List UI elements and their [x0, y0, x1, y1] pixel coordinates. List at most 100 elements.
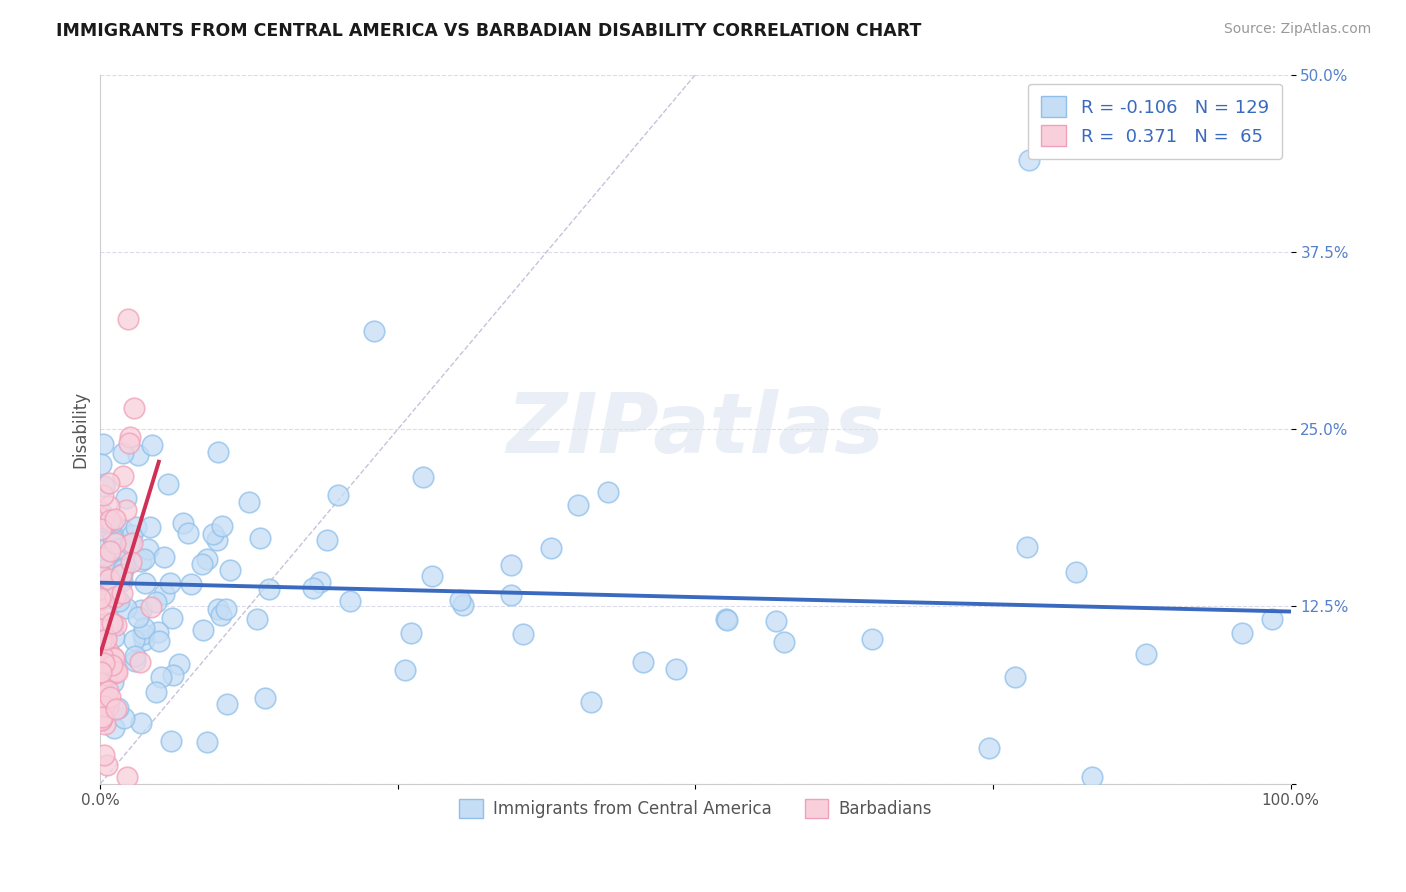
Point: [94, 716, 117, 731]
Point: [91, 642, 114, 657]
Point: [665, 662, 688, 676]
Point: [207, 444, 229, 458]
Point: [308, 574, 330, 589]
Point: [129, 554, 152, 568]
Point: [134, 621, 156, 635]
Point: [215, 602, 238, 616]
Point: [977, 740, 1000, 755]
Point: [98, 572, 121, 586]
Point: [98, 645, 121, 659]
Point: [101, 616, 124, 631]
Point: [100, 516, 122, 531]
Point: [121, 527, 143, 541]
Point: [159, 576, 181, 591]
Point: [254, 690, 277, 705]
Point: [132, 626, 155, 640]
Point: [118, 436, 141, 450]
Point: [169, 657, 191, 671]
Point: [501, 588, 523, 602]
Point: [1017, 540, 1039, 554]
Point: [716, 613, 738, 627]
Point: [567, 498, 589, 512]
Point: [111, 574, 134, 588]
Point: [339, 593, 361, 607]
Point: [115, 491, 138, 505]
Point: [114, 502, 136, 516]
Point: [202, 526, 225, 541]
Text: IMMIGRANTS FROM CENTRAL AMERICA VS BARBADIAN DISABILITY CORRELATION CHART: IMMIGRANTS FROM CENTRAL AMERICA VS BARBA…: [56, 22, 921, 40]
Point: [111, 566, 134, 581]
Point: [90, 593, 112, 607]
Point: [860, 632, 883, 646]
Point: [118, 537, 141, 551]
Point: [96, 554, 118, 568]
Point: [93, 479, 115, 493]
Legend: Immigrants from Central America, Barbadians: Immigrants from Central America, Barbadi…: [453, 792, 938, 825]
Point: [246, 611, 269, 625]
Point: [129, 656, 152, 670]
Point: [101, 532, 124, 546]
Point: [162, 667, 184, 681]
Point: [96, 632, 118, 646]
Point: [1004, 670, 1026, 684]
Point: [124, 648, 146, 663]
Point: [249, 531, 271, 545]
Point: [104, 512, 127, 526]
Point: [117, 311, 139, 326]
Point: [111, 586, 134, 600]
Point: [98, 584, 121, 599]
Point: [139, 520, 162, 534]
Point: [145, 685, 167, 699]
Point: [91, 510, 114, 524]
Point: [93, 698, 115, 713]
Point: [94, 578, 117, 592]
Point: [91, 436, 114, 450]
Point: [111, 522, 134, 536]
Point: [145, 595, 167, 609]
Point: [136, 541, 159, 556]
Point: [105, 594, 128, 608]
Point: [1064, 565, 1087, 579]
Point: [146, 624, 169, 639]
Point: [714, 611, 737, 625]
Point: [91, 695, 114, 709]
Point: [97, 615, 120, 629]
Point: [96, 757, 118, 772]
Point: [93, 747, 115, 762]
Point: [91, 710, 114, 724]
Point: [121, 535, 143, 549]
Point: [103, 630, 125, 644]
Point: [91, 488, 114, 502]
Point: [90, 505, 112, 519]
Point: [91, 514, 114, 528]
Point: [127, 610, 149, 624]
Point: [451, 598, 474, 612]
Point: [101, 650, 124, 665]
Point: [101, 617, 124, 632]
Point: [98, 690, 121, 704]
Point: [111, 561, 134, 575]
Point: [114, 559, 136, 574]
Point: [94, 668, 117, 682]
Point: [118, 430, 141, 444]
Point: [98, 499, 121, 513]
Point: [160, 611, 183, 625]
Point: [316, 533, 339, 547]
Point: [141, 599, 163, 614]
Point: [112, 711, 135, 725]
Point: [134, 576, 156, 591]
Point: [91, 650, 114, 665]
Point: [89, 591, 111, 605]
Point: [90, 713, 112, 727]
Point: [93, 679, 115, 693]
Point: [363, 325, 385, 339]
Point: [90, 617, 112, 632]
Point: [91, 651, 114, 665]
Point: [90, 713, 112, 727]
Point: [177, 525, 200, 540]
Point: [420, 568, 443, 582]
Point: [129, 716, 152, 731]
Point: [765, 614, 787, 628]
Point: [132, 633, 155, 648]
Point: [129, 602, 152, 616]
